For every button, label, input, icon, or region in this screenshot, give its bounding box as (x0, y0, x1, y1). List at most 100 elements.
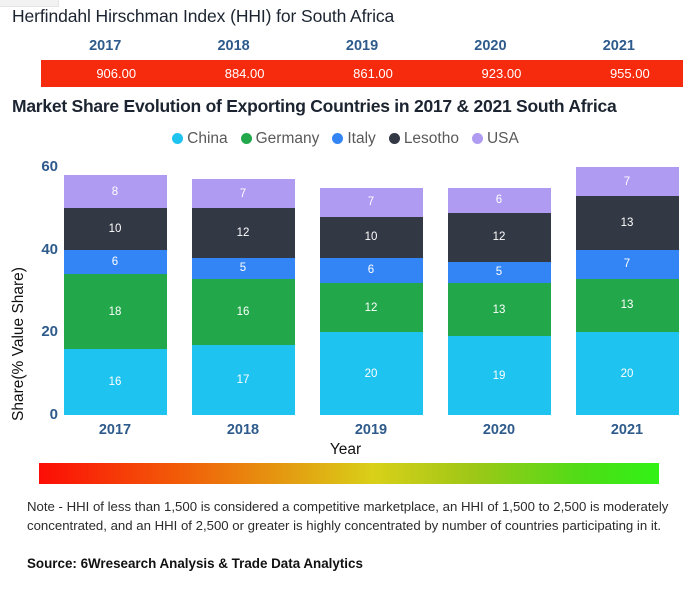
bar-segment-value: 12 (236, 227, 250, 240)
bar-segment-lesotho-2021[interactable]: 13 (575, 195, 679, 250)
bar-segment-value: 18 (108, 305, 122, 318)
x-tick-2021: 2021 (610, 422, 644, 438)
bar-segment-value: 5 (239, 262, 247, 275)
hhi-value-2021: 955.00 (609, 66, 650, 81)
hhi-value-2019: 861.00 (353, 66, 393, 81)
legend-item-usa[interactable]: USA (471, 130, 519, 147)
x-tick-2018: 2018 (226, 422, 260, 438)
bar-segment-china-2020[interactable]: 19 (447, 336, 551, 415)
bar-segment-value: 12 (492, 231, 506, 244)
bar-column-2021[interactable]: 7 13 7 13 20 (575, 167, 679, 415)
bar-segment-italy-2021[interactable]: 7 (575, 249, 679, 279)
bar-segment-china-2017[interactable]: 16 (63, 348, 167, 415)
bar-segment-germany-2018[interactable]: 16 (191, 278, 295, 345)
bar-segment-value: 10 (108, 223, 122, 236)
legend-item-china[interactable]: China (172, 130, 228, 147)
bar-segment-value: 12 (364, 301, 378, 314)
hhi-value-2017: 906.00 (96, 66, 137, 81)
legend-dot-icon-china (172, 133, 184, 144)
bar-segment-germany-2020[interactable]: 13 (447, 282, 551, 337)
bar-segment-value: 13 (620, 216, 634, 229)
bar-segment-china-2019[interactable]: 20 (319, 332, 423, 415)
y-tick-0: 0 (49, 406, 58, 423)
bar-segment-italy-2017[interactable]: 6 (63, 249, 167, 275)
bar-segment-value: 7 (623, 258, 631, 271)
bar-segment-lesotho-2019[interactable]: 10 (319, 216, 423, 258)
legend-item-germany[interactable]: Germany (240, 130, 320, 147)
bar-segment-value: 20 (364, 367, 378, 380)
x-tick-2017: 2017 (98, 422, 132, 438)
chart-legend: China Germany Italy Lesotho USA (0, 130, 691, 147)
legend-label: Lesotho (403, 130, 459, 147)
bar-segment-germany-2021[interactable]: 13 (575, 278, 679, 333)
hhi-value-2018: 884.00 (224, 66, 265, 81)
bar-segment-value: 19 (492, 369, 506, 382)
bar-segment-china-2021[interactable]: 20 (575, 332, 679, 415)
legend-label: Germany (255, 130, 320, 147)
hhi-value-2020: 923.00 (481, 66, 522, 81)
hhi-year-2020: 2020 (474, 38, 507, 54)
legend-item-italy[interactable]: Italy (332, 130, 376, 147)
legend-label: Italy (347, 130, 376, 147)
window-corner-artifact (0, 0, 59, 7)
hhi-title: Herfindahl Hirschman Index (HHI) for Sou… (12, 6, 395, 26)
bar-segment-value: 5 (495, 266, 503, 279)
bar-segment-value: 16 (108, 375, 122, 388)
bar-segment-germany-2019[interactable]: 12 (319, 282, 423, 333)
bar-column-2020[interactable]: 6 12 5 13 19 (447, 187, 551, 415)
bar-segment-china-2018[interactable]: 17 (191, 344, 295, 415)
bar-segment-value: 20 (620, 367, 634, 380)
legend-dot-icon-germany (240, 133, 252, 144)
bar-segment-value: 6 (495, 194, 503, 207)
legend-dot-icon-italy (332, 133, 344, 144)
x-tick-2019: 2019 (354, 422, 388, 438)
bar-segment-value: 13 (492, 303, 506, 316)
bar-segment-germany-2017[interactable]: 18 (63, 274, 167, 349)
bar-segment-value: 16 (236, 305, 250, 318)
y-tick-20: 20 (41, 323, 58, 341)
x-tick-2020: 2020 (482, 422, 516, 438)
bar-segment-italy-2019[interactable]: 6 (319, 257, 423, 283)
legend-label: China (187, 130, 228, 147)
legend-dot-icon-lesotho (388, 133, 400, 144)
bar-segment-lesotho-2020[interactable]: 12 (447, 212, 551, 263)
bar-segment-value: 6 (367, 264, 375, 277)
hhi-year-2017: 2017 (89, 38, 122, 54)
chart-plot-area: Share(% Value Share) 0 20 40 60 8 10 6 18 16 7 12 5… (0, 155, 691, 425)
bar-segment-value: 6 (111, 256, 119, 269)
bar-segment-value: 10 (364, 231, 378, 244)
x-axis-ticks: 2017 2018 2019 2020 2021 (0, 421, 691, 441)
bar-segment-usa-2017[interactable]: 8 (63, 175, 167, 209)
bar-segment-italy-2020[interactable]: 5 (447, 262, 551, 283)
bar-segment-value: 8 (111, 185, 119, 198)
bar-segment-value: 7 (239, 187, 247, 200)
bar-segment-usa-2020[interactable]: 6 (447, 187, 551, 213)
bar-segment-value: 7 (367, 196, 375, 209)
bar-segment-value: 7 (623, 175, 631, 188)
chart-title: Market Share Evolution of Exporting Coun… (12, 96, 617, 116)
bar-column-2017[interactable]: 8 10 6 18 16 (63, 175, 167, 415)
hhi-year-2019: 2019 (345, 38, 379, 54)
hhi-year-header-row: 2017 2018 2019 2020 2021 (41, 36, 683, 56)
y-tick-60: 60 (41, 158, 58, 175)
bar-segment-lesotho-2017[interactable]: 10 (63, 208, 167, 250)
bar-segment-usa-2019[interactable]: 7 (319, 187, 423, 217)
bar-segment-usa-2021[interactable]: 7 (575, 167, 679, 196)
y-tick-40: 40 (41, 240, 58, 258)
legend-label: USA (486, 130, 519, 147)
bar-segment-lesotho-2018[interactable]: 12 (191, 208, 295, 258)
hhi-year-2018: 2018 (217, 38, 250, 54)
bar-column-2018[interactable]: 7 12 5 16 17 (191, 179, 295, 415)
hhi-value-bar: 906.00 884.00 861.00 923.00 955.00 (41, 60, 683, 87)
bar-column-2019[interactable]: 7 10 6 12 20 (319, 187, 423, 415)
footer-source: Source: 6Wresearch Analysis & Trade Data… (27, 556, 363, 571)
legend-item-lesotho[interactable]: Lesotho (388, 130, 459, 147)
legend-dot-icon-usa (471, 133, 483, 144)
bar-segment-italy-2018[interactable]: 5 (191, 257, 295, 279)
hhi-gradient-scale (39, 463, 659, 484)
bar-segment-value: 17 (236, 373, 250, 386)
bar-segment-value: 13 (620, 299, 634, 312)
bar-segment-usa-2018[interactable]: 7 (191, 179, 295, 209)
hhi-year-2021: 2021 (602, 38, 635, 54)
x-axis-label: Year (329, 441, 362, 458)
